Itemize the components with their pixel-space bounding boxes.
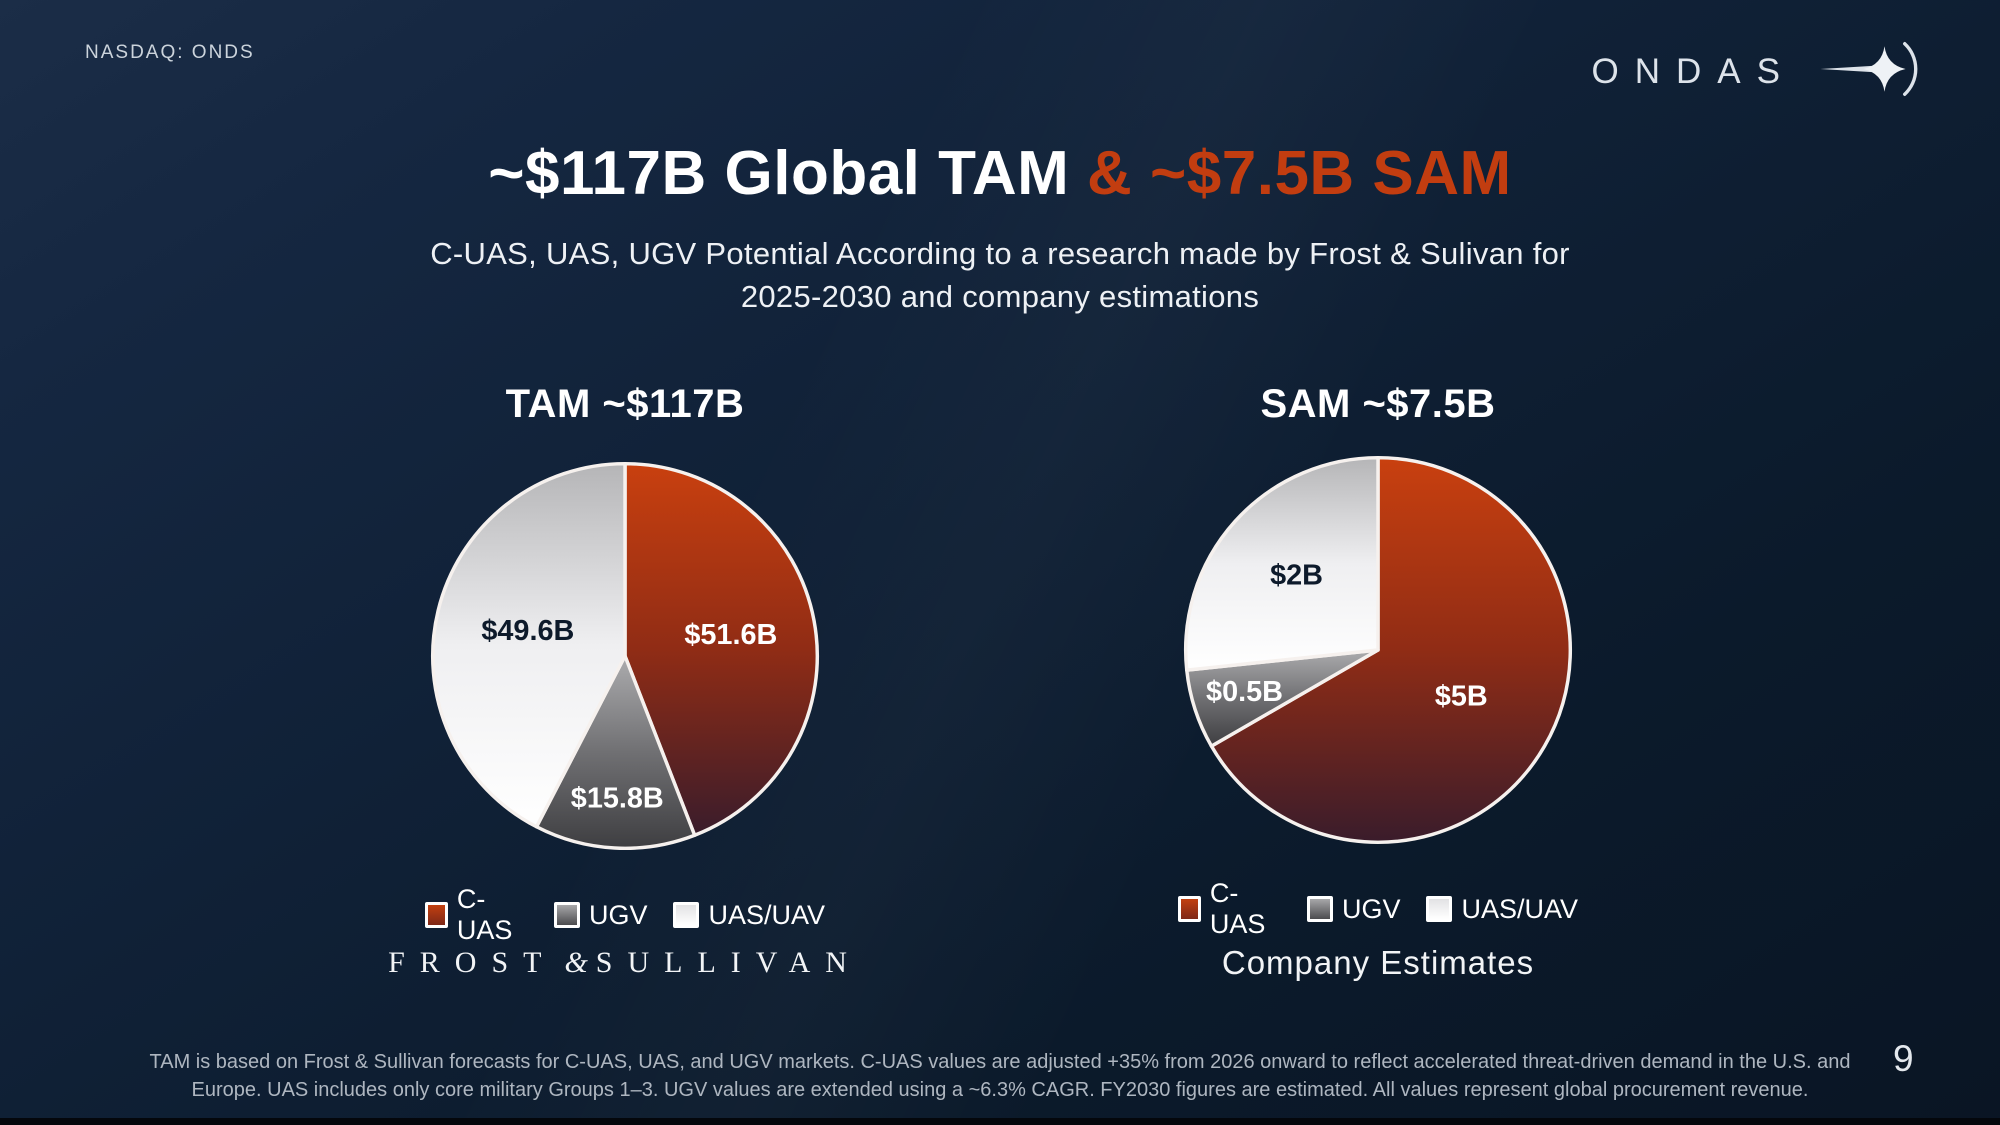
slide-title: ~$117B Global TAM & ~$7.5B SAM [0,138,2000,209]
sam-pie-chart: $5B $0.5B $2B [1178,450,1578,850]
pie-slice-uas/uav [431,461,627,829]
tam-pie-chart: $51.6B $15.8B $49.6B [425,456,825,856]
legend-label: UGV [588,899,648,930]
legend-item-c_uas: C-UAS [425,884,528,946]
uas_uav-swatch-icon [1426,896,1453,922]
nasdaq-ticker-label: NASDAQ: ONDS [85,42,255,63]
slice-value-label: $51.6B [684,619,777,651]
ondas-wordmark: ONDAS [1591,51,1796,91]
subtitle-line-1: C-UAS, UAS, UGV Potential According to a… [430,236,1570,271]
slice-value-label: $2B [1270,559,1323,591]
legend-label: UAS/UAV [1461,893,1578,924]
uas_uav-swatch-icon [673,902,700,928]
pie-slice-c-uas [1209,455,1573,844]
legend-label: C-UAS [1209,878,1266,939]
legend-item-ugv: UGV [553,884,648,946]
footnote-line-1: TAM is based on Frost & Sullivan forecas… [149,1051,1851,1073]
ugv-swatch-icon [1306,896,1333,922]
sam-legend: C-UAS UGV UAS/UAV [1178,878,1578,940]
c_uas-swatch-icon [1178,896,1201,922]
legend-label: UAS/UAV [708,899,825,930]
sam-chart-title: SAM ~$7.5B [1260,382,1496,426]
c_uas-swatch-icon [425,902,448,928]
legend-label: UGV [1341,893,1401,924]
slice-value-label: $5B [1435,681,1488,713]
subtitle-line-2: 2025-2030 and company estimations [740,279,1260,314]
legend-item-c_uas: C-UAS [1178,878,1281,940]
slice-value-label: $15.8B [571,783,664,815]
ondas-star-icon [1812,38,1930,105]
ondas-logo: ONDAS [1592,38,1930,105]
frost-word: FROST [388,946,557,979]
slide-title-accent: & ~$7.5B SAM [1087,139,1512,208]
footnote: TAM is based on Frost & Sullivan forecas… [120,1048,1880,1104]
pie-slice-c-uas [623,461,819,837]
slide-subtitle: C-UAS, UAS, UGV Potential According to a… [0,232,2000,318]
pie-slice-uas/uav [1183,455,1380,672]
pie-slice-ugv [534,654,697,850]
frost-ampersand: & [564,946,588,979]
legend-item-ugv: UGV [1306,878,1401,940]
slice-value-label: $49.6B [481,615,574,647]
tam-legend: C-UAS UGV UAS/UAV [425,884,825,946]
tam-chart-title: TAM ~$117B [505,382,745,426]
frost-sullivan-logo: FROST & SULLIVAN [275,946,975,980]
ugv-swatch-icon [553,902,580,928]
company-estimates-label: Company Estimates [1221,944,1535,981]
footnote-line-2: Europe. UAS includes only core military … [191,1079,1809,1101]
legend-item-uas_uav: UAS/UAV [673,884,825,946]
legend-label: C-UAS [456,884,513,945]
page-number: 9 [1893,1038,1914,1079]
slice-value-label: $0.5B [1206,676,1283,708]
sullivan-word: SULLIVAN [595,946,862,979]
bottom-edge-strip [0,1118,2000,1125]
slide-title-white: ~$117B Global TAM [488,139,1070,208]
legend-item-uas_uav: UAS/UAV [1426,878,1578,940]
